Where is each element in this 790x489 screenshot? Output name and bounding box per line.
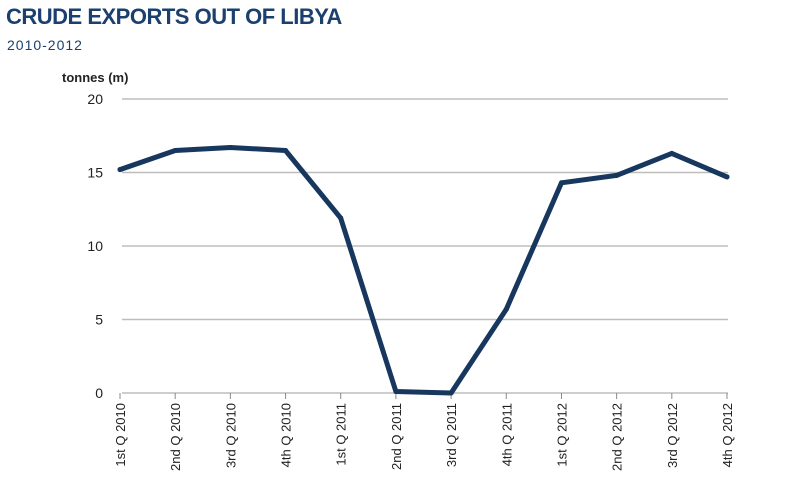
data-point [172, 147, 178, 153]
chart-subtitle: 2010-2012 [7, 37, 83, 53]
data-point [283, 147, 289, 153]
x-tick-label: 3rd Q 2010 [223, 403, 238, 468]
x-tick-label: 4th Q 2011 [499, 403, 514, 466]
x-tick-label: 2nd Q 2012 [610, 403, 625, 471]
data-point [614, 172, 620, 178]
x-tick-label: 1st Q 2010 [113, 403, 128, 467]
y-tick-label: 0 [95, 385, 103, 401]
y-axis-label: tonnes (m) [62, 70, 129, 85]
y-tick-label: 5 [95, 312, 103, 328]
series-line [117, 145, 730, 396]
x-tick-label: 1st Q 2012 [554, 403, 569, 467]
chart-title: CRUDE EXPORTS OUT OF LIBYA [6, 4, 342, 29]
data-point [338, 215, 344, 221]
x-tick-label: 4th Q 2010 [279, 403, 294, 467]
x-tick-label: 1st Q 2011 [334, 403, 349, 466]
y-tick-label: 20 [87, 91, 103, 107]
x-tick-label: 4th Q 2012 [720, 403, 735, 467]
x-tick-label: 2nd Q 2010 [168, 403, 183, 471]
x-tick-label: 3rd Q 2012 [665, 403, 680, 468]
data-point [724, 174, 730, 180]
data-point [117, 167, 123, 173]
data-point [448, 390, 454, 396]
data-point [393, 389, 399, 395]
x-tick-label: 3rd Q 2011 [444, 403, 459, 467]
y-tick-label: 10 [87, 238, 103, 254]
x-tick-label: 2nd Q 2011 [389, 403, 404, 470]
data-point [669, 150, 675, 156]
data-point [558, 180, 564, 186]
data-point [227, 145, 233, 151]
data-point [503, 306, 509, 312]
y-tick-label: 15 [87, 165, 103, 181]
